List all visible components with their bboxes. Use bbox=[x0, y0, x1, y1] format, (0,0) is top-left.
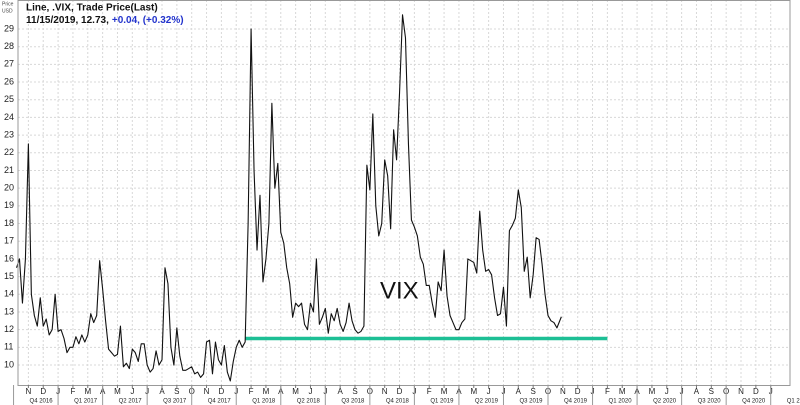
x-tick-label: A bbox=[694, 387, 700, 396]
quarter-label: Q1 2018 bbox=[252, 399, 276, 405]
y-tick-label: 10 bbox=[4, 359, 14, 369]
x-tick-label: M bbox=[470, 387, 477, 396]
x-tick-label: J bbox=[308, 387, 312, 396]
y-tick-label: 19 bbox=[4, 200, 14, 210]
x-tick-label: J bbox=[487, 387, 491, 396]
chart-title: Line, .VIX, Trade Price(Last) bbox=[26, 3, 158, 14]
quarter-label: Q1 2017 bbox=[74, 399, 98, 405]
quarter-label: Q4 2017 bbox=[208, 399, 232, 405]
x-tick-label: F bbox=[605, 387, 610, 396]
subtitle: 11/15/2019, 12.73, bbox=[26, 15, 109, 26]
y-tick-label: 28 bbox=[4, 41, 14, 51]
x-tick-label: N bbox=[382, 387, 388, 396]
x-tick-label: M bbox=[114, 387, 121, 396]
y-tick-label: 23 bbox=[4, 129, 14, 139]
x-tick-label: S bbox=[352, 387, 357, 396]
quarter-label: Q4 2016 bbox=[30, 399, 54, 405]
quarter-label: Q2 2018 bbox=[297, 399, 321, 405]
price-line bbox=[15, 14, 562, 382]
y-tick-label: 24 bbox=[4, 112, 14, 122]
x-tick-label: J bbox=[130, 387, 134, 396]
quarter-label: Q4 2018 bbox=[386, 399, 410, 405]
x-tick-label: M bbox=[441, 387, 448, 396]
price-line: 11/15/2019, 12.73, +0.04, (+0.32%) bbox=[26, 15, 184, 26]
quarter-label: Q3 2019 bbox=[519, 399, 543, 405]
y-tick-label: 17 bbox=[4, 236, 14, 246]
y-tick-label: 12 bbox=[4, 324, 14, 334]
x-tick-label: M bbox=[619, 387, 626, 396]
x-tick-label: D bbox=[575, 387, 581, 396]
grid bbox=[18, 0, 790, 385]
x-tick-label: F bbox=[427, 387, 432, 396]
x-tick-label: M bbox=[263, 387, 270, 396]
x-tick-label: N bbox=[738, 387, 744, 396]
x-tick-label: S bbox=[709, 387, 714, 396]
x-tick-label: A bbox=[337, 387, 343, 396]
y-tick-label: 18 bbox=[4, 218, 14, 228]
quarter-label: Q3 2017 bbox=[163, 399, 187, 405]
y-tick-label: 21 bbox=[4, 165, 14, 175]
quarter-label: Q1 2019 bbox=[430, 399, 454, 405]
quarter-label: Q3 2020 bbox=[698, 399, 722, 405]
plot-frame bbox=[17, 0, 791, 386]
quarter-label: Q4 2019 bbox=[564, 399, 588, 405]
annotation: VIX bbox=[380, 277, 419, 304]
x-tick-label: A bbox=[516, 387, 522, 396]
x-tick-label: S bbox=[174, 387, 179, 396]
x-tick-label: F bbox=[70, 387, 75, 396]
quarter-label: Q2 2020 bbox=[653, 399, 677, 405]
quarter-label: Q1 2020 bbox=[609, 399, 633, 405]
x-tick-label: D bbox=[40, 387, 46, 396]
x-tick-label: M bbox=[292, 387, 299, 396]
x-tick-label: N bbox=[204, 387, 210, 396]
plot bbox=[15, 14, 608, 382]
y-tick-label: 16 bbox=[4, 253, 14, 263]
quarter-label: Q4 2020 bbox=[742, 399, 766, 405]
x-tick-label: S bbox=[530, 387, 535, 396]
x-tick-label: N bbox=[26, 387, 32, 396]
y-tick-label: 20 bbox=[4, 183, 14, 193]
y-tick-label: 15 bbox=[4, 271, 14, 281]
x-tick-label: F bbox=[249, 387, 254, 396]
x-tick-label: D bbox=[753, 387, 759, 396]
quarter-label: Q2 2017 bbox=[119, 399, 143, 405]
y-axis-label: Price bbox=[2, 1, 14, 7]
x-tick-label: D bbox=[219, 387, 225, 396]
y-axis-unit: USD bbox=[2, 8, 13, 14]
y-tick-label: 25 bbox=[4, 94, 14, 104]
y-tick-label: 26 bbox=[4, 76, 14, 86]
y-tick-label: 22 bbox=[4, 147, 14, 157]
x-tick-label: A bbox=[159, 387, 165, 396]
y-tick-label: 14 bbox=[4, 289, 14, 299]
y-tick-label: 29 bbox=[4, 23, 14, 33]
y-tick-label: 27 bbox=[4, 59, 14, 69]
x-tick-label: M bbox=[84, 387, 91, 396]
quarter-label: Q2 2019 bbox=[475, 399, 499, 405]
x-tick-label: D bbox=[397, 387, 403, 396]
y-tick-label: 11 bbox=[4, 342, 13, 352]
x-tick-label: N bbox=[560, 387, 566, 396]
y-tick-label: 13 bbox=[4, 306, 14, 316]
change: +0.04, (+0.32%) bbox=[112, 15, 184, 26]
quarter-label: Q3 2018 bbox=[341, 399, 365, 405]
x-tick-label: J bbox=[665, 387, 669, 396]
x-tick-label: M bbox=[649, 387, 656, 396]
